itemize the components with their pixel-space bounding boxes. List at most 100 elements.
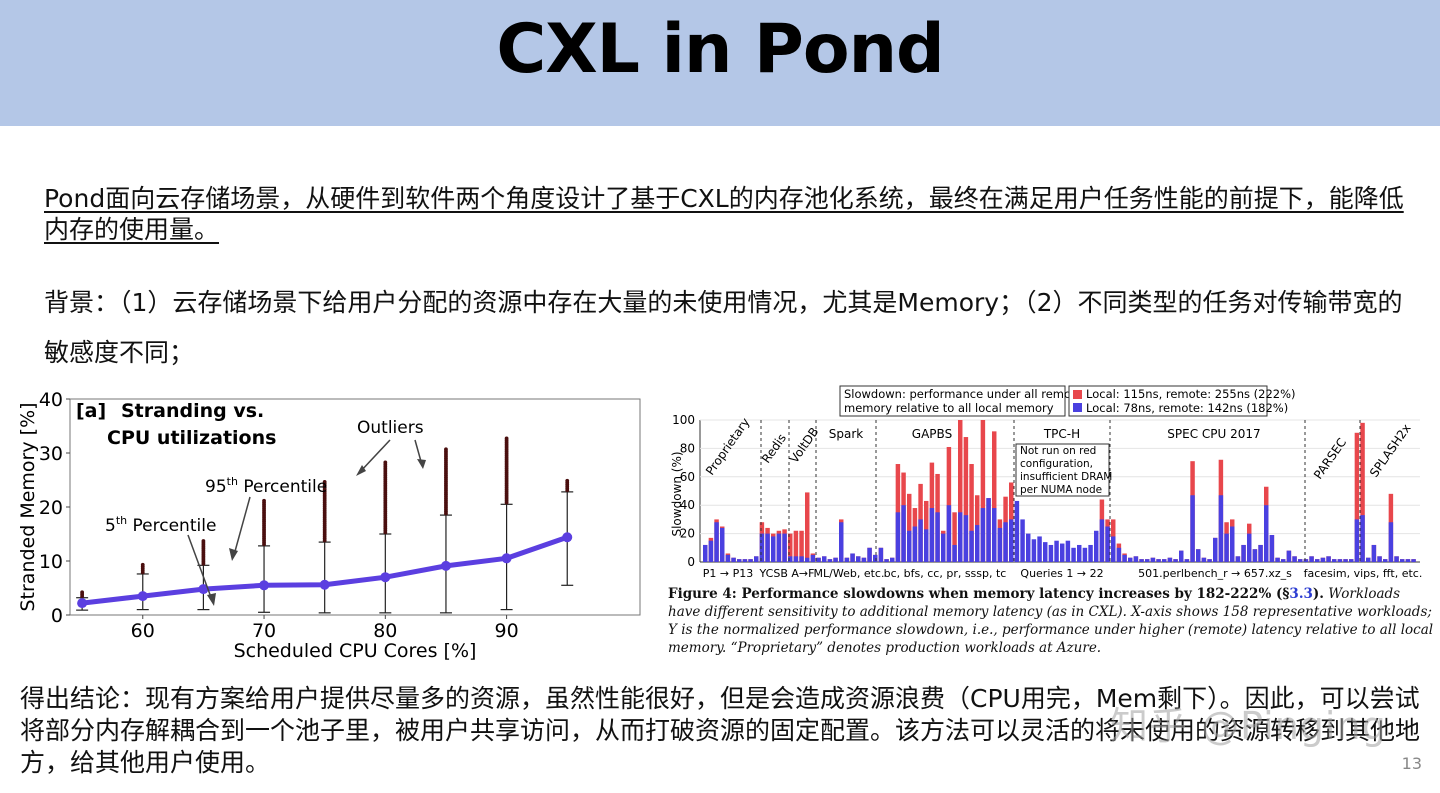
slowdown-y-tick: 100 [672,413,695,427]
bar-blue [850,553,855,562]
bar-blue [1020,519,1025,562]
bar-blue [1043,542,1048,562]
bar-blue [1320,557,1326,562]
title-bar [0,0,1440,126]
summary-paragraph: Pond面向云存储场景，从硬件到软件两个角度设计了基于CXL的内存池化系统，最终… [44,184,1404,244]
median-point [259,580,270,591]
bar-red [793,530,799,562]
tpch-note-line1: Not run on red [1020,445,1096,457]
y-tick-label: 30 [39,443,63,465]
caption-bold: Performance slowdowns when memory latenc… [736,586,1290,602]
bar-blue [1190,495,1195,562]
bar-blue [1354,519,1360,562]
bar-blue [1116,547,1122,562]
bar-blue [1196,549,1201,562]
bar-blue [827,559,833,562]
group-x-label: YCSB A→F [759,567,815,580]
outliers-label: Outliers [357,418,424,438]
bar-blue [1145,559,1150,562]
group-splash2x: SPLASH2x [1367,421,1414,479]
bar-blue [1054,540,1059,562]
caption-link[interactable]: 3.3 [1289,586,1313,602]
group-parsec: PARSEC [1311,436,1349,482]
bar-blue [822,556,827,562]
bar-red [907,493,912,562]
bar-blue [1150,557,1156,562]
bar-blue [1332,559,1337,562]
bar-blue [1371,544,1377,562]
y-axis-label: Stranded Memory [%] [17,402,39,611]
bar-blue [912,526,918,562]
outliers-arrowhead-2 [417,459,426,469]
conclusion-paragraph: 得出结论：现有方案给用户提供尽量多的资源，虽然性能很好，但是会造成资源浪费（CP… [20,684,1421,777]
page-number: 13 [1401,754,1422,773]
legend-swatch-blue [1073,403,1082,412]
bar-blue [731,557,736,562]
bar-red [788,533,793,562]
bar-blue [833,557,838,562]
y-tick-label: 40 [39,389,63,411]
bar-blue [958,512,963,562]
bar-blue [1343,559,1348,562]
bar-red [1360,422,1365,562]
bar-blue [1201,557,1207,562]
bar-blue [1071,547,1076,562]
bar-blue [1281,559,1286,562]
bar-blue [952,544,957,562]
bar-red [799,530,804,562]
bar-blue [1360,515,1365,562]
bar-blue [1366,557,1371,562]
bar-blue [975,525,980,562]
group-x-label: 501.perlbench_r → 657.xz_s [1138,567,1292,580]
bar-blue [935,512,940,562]
bar-blue [1207,559,1212,562]
bar-blue [907,530,912,562]
bar-blue [776,533,782,562]
latency-legend-box [1068,385,1268,417]
bar-blue [714,522,719,562]
bar-blue [1298,559,1303,562]
group-spark: Spark [829,427,864,441]
chart-title-line2: CPU utilizations [107,427,276,449]
bar-blue [765,533,770,562]
bar-blue [1349,559,1354,562]
bar-blue [1252,549,1258,562]
bar-blue [924,529,929,562]
outlier-point [383,460,388,465]
bar-blue [1264,505,1269,562]
tpch-note-box [1015,443,1110,497]
slowdown-y-tick: 60 [680,470,695,484]
bar-blue [839,522,844,562]
bar-blue [1003,522,1008,562]
bar-blue [1286,550,1292,562]
bar-red [992,431,997,562]
caption-bold-end: ). [1312,586,1325,602]
bar-blue [1269,535,1275,562]
bar-blue [1139,559,1144,562]
bar-blue [856,556,861,562]
bar-blue [895,512,901,562]
bar-blue [1133,556,1139,562]
group-x-label: facesim, vips, fft, etc. [1304,567,1423,580]
caption-italic: Workloads have different sensitivity to … [668,586,1434,656]
slowdown-y-tick: 0 [687,555,695,569]
outlier-point [201,539,206,543]
bar-blue [980,508,986,562]
bar-blue [1009,519,1014,562]
outlier-point [262,498,266,503]
median-point [137,591,148,602]
p5-arrowhead [207,593,216,606]
p95-arrow [233,496,251,556]
bar-blue [1077,544,1082,562]
bar-blue [1309,556,1314,562]
bar-blue [1094,530,1099,562]
outlier-point [322,479,327,484]
bar-blue [1162,559,1167,562]
x-tick-label: 60 [131,620,155,642]
chart-title-line1: Stranding vs. [121,400,264,422]
bar-blue [1315,559,1320,562]
slowdown-y-tick: 80 [680,441,695,455]
slowdown-y-tick: 20 [680,527,695,541]
legend-swatch-red [1073,390,1082,399]
bar-blue [1326,556,1331,562]
